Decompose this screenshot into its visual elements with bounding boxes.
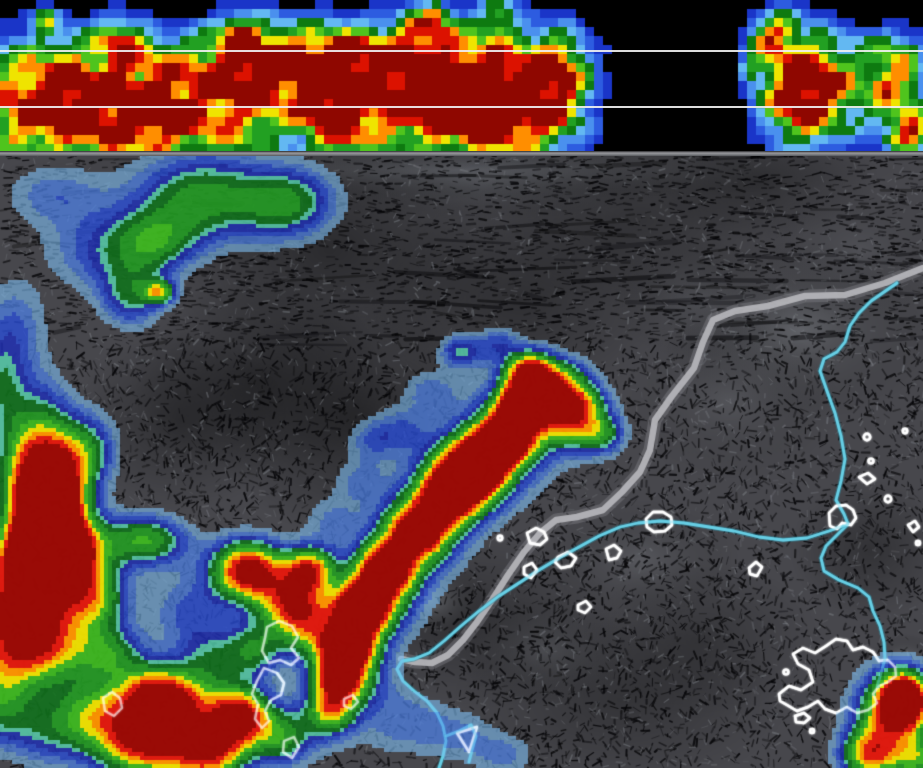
precipitation-map[interactable] (0, 156, 923, 768)
cross-section-panel (0, 0, 923, 156)
